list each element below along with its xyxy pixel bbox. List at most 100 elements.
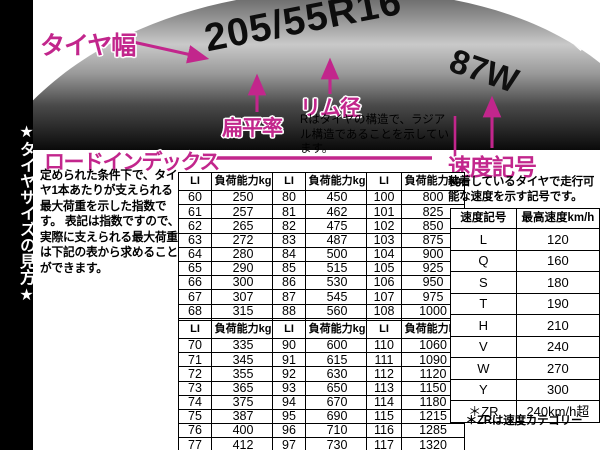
cell-li: 102	[366, 218, 402, 234]
cell-li: 117	[366, 437, 402, 450]
table-row: 96 710	[272, 423, 369, 439]
table-row: 64 280	[178, 246, 275, 262]
load-index-description: 定められた条件下で、タイヤ1本あたりが支えられる最大荷重を示した指数です。 表記…	[40, 168, 180, 276]
cell-li: 70	[178, 337, 212, 354]
table-row: 116 1285	[366, 423, 465, 439]
cell-speed-symbol: T	[450, 292, 517, 315]
cell-speed-symbol: L	[450, 228, 517, 251]
table-row: 91 615	[272, 352, 369, 368]
table-header-row: LI 負荷能力kg	[366, 320, 465, 339]
cell-li: 108	[366, 303, 402, 319]
cell-li: 103	[366, 232, 402, 248]
table-row: 101 825	[366, 204, 465, 220]
cell-capacity: 272	[211, 232, 275, 248]
table-row: 87 545	[272, 289, 369, 305]
table-row: 66 300	[178, 275, 275, 291]
cell-capacity: 730	[305, 437, 369, 450]
table-row: 80 450	[272, 189, 369, 206]
table-row: 72 355	[178, 366, 275, 382]
header-max-speed: 最高速度km/h	[515, 208, 600, 229]
label-rim-diameter: リム径	[300, 97, 361, 120]
table-row: Q 160	[450, 249, 600, 272]
cell-capacity: 560	[305, 303, 369, 319]
table-row: 106 950	[366, 275, 465, 291]
cell-capacity: 257	[211, 204, 275, 220]
table-row: Y 300	[450, 378, 600, 401]
cell-capacity: 710	[305, 423, 369, 439]
header-li: LI	[178, 172, 212, 191]
cell-li: 105	[366, 260, 402, 277]
cell-li: 86	[272, 275, 306, 291]
cell-li: 110	[366, 337, 402, 354]
cell-li: 73	[178, 380, 212, 396]
header-li: LI	[178, 320, 212, 339]
speed-symbol-footnote: ＊ZRは速度カテゴリー	[465, 415, 583, 427]
cell-li: 62	[178, 218, 212, 234]
table-row: 73 365	[178, 380, 275, 396]
table-row: S 180	[450, 271, 600, 294]
table-row: V 240	[450, 335, 600, 358]
cell-li: 93	[272, 380, 306, 396]
cell-li: 115	[366, 408, 402, 425]
header-li: LI	[272, 320, 306, 339]
table-row: 77 412	[178, 437, 275, 450]
cell-li: 97	[272, 437, 306, 450]
cell-capacity: 345	[211, 352, 275, 368]
cell-speed-symbol: Y	[450, 378, 517, 401]
cell-capacity: 375	[211, 394, 275, 410]
table-row: T 190	[450, 292, 600, 315]
cell-li: 94	[272, 394, 306, 410]
cell-capacity: 670	[305, 394, 369, 410]
cell-max-speed: 240	[515, 335, 600, 358]
load-index-table-70-79: LI 負荷能力kg 70 335 71 345 72 355 73 365 74 375 75 387 76…	[178, 320, 275, 450]
tire-arc-graphic	[33, 0, 600, 150]
table-row: 71 345	[178, 352, 275, 368]
cell-speed-symbol: W	[450, 357, 517, 380]
table-row: 100 800	[366, 189, 465, 206]
cell-max-speed: 300	[515, 378, 600, 401]
cell-capacity: 1320	[401, 437, 465, 450]
table-row: 86 530	[272, 275, 369, 291]
cell-speed-symbol: S	[450, 271, 517, 294]
table-header-row: LI 負荷能力kg	[272, 320, 369, 339]
table-row: 97 730	[272, 437, 369, 450]
table-row: 88 560	[272, 303, 369, 319]
cell-li: 63	[178, 232, 212, 248]
table-row: 76 400	[178, 423, 275, 439]
cell-capacity: 365	[211, 380, 275, 396]
cell-max-speed: 210	[515, 314, 600, 337]
table-row: L 120	[450, 228, 600, 251]
cell-li: 82	[272, 218, 306, 234]
tire-body	[33, 0, 600, 150]
cell-max-speed: 270	[515, 357, 600, 380]
cell-li: 76	[178, 423, 212, 439]
cell-speed-symbol: ＊ZR	[450, 400, 517, 423]
cell-capacity: 1285	[401, 423, 465, 439]
load-index-table-60-69: LI 負荷能力kg 60 250 61 257 62 265 63 272 64 280 65 290 66…	[178, 172, 275, 333]
cell-capacity: 1090	[401, 352, 465, 368]
cell-capacity: 875	[401, 232, 465, 248]
cell-li: 101	[366, 204, 402, 220]
cell-capacity: 825	[401, 204, 465, 220]
cell-capacity: 600	[305, 337, 369, 354]
cell-capacity: 545	[305, 289, 369, 305]
table-row: 102 850	[366, 218, 465, 234]
header-li: LI	[366, 172, 402, 191]
cell-capacity: 355	[211, 366, 275, 382]
cell-li: 92	[272, 366, 306, 382]
table-row: ＊ZR 240km/h超	[450, 400, 600, 423]
cell-capacity: 500	[305, 246, 369, 262]
table-row: 90 600	[272, 337, 369, 354]
cell-li: 84	[272, 246, 306, 262]
table-row: 63 272	[178, 232, 275, 248]
cell-max-speed: 190	[515, 292, 600, 315]
table-row: 82 475	[272, 218, 369, 234]
table-row: 68 315	[178, 303, 275, 319]
cell-li: 74	[178, 394, 212, 410]
label-tire-width: タイヤ幅	[40, 32, 136, 60]
cell-capacity: 530	[305, 275, 369, 291]
table-row: 112 1120	[366, 366, 465, 382]
table-row: 93 650	[272, 380, 369, 396]
cell-li: 85	[272, 260, 306, 277]
